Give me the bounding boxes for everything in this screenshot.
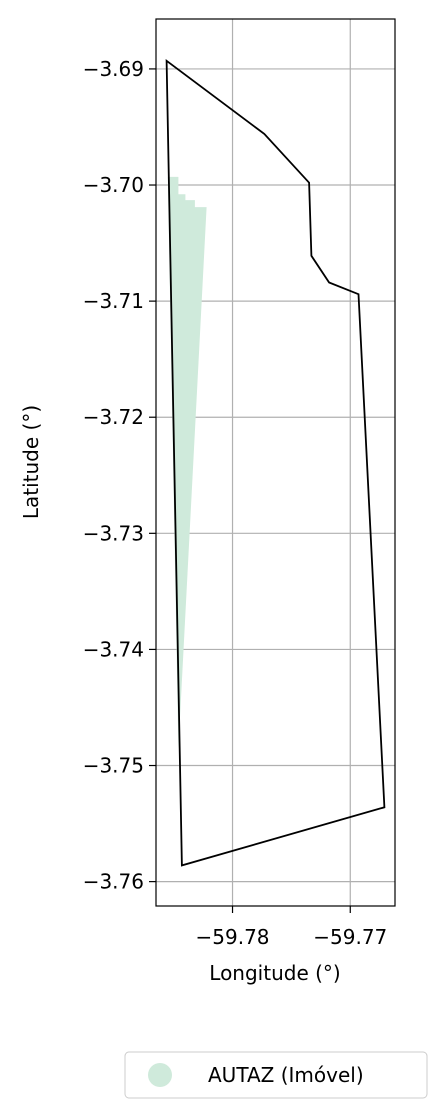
y-tick-label: −3.76 [83,870,144,894]
ticks-layer: −59.78 −59.77 −3.69 −3.70 −3.71 −3.72 −3.73 −3.… [83,57,388,949]
plot-area [155,18,396,907]
boundary-outline-polygon [165,58,386,867]
y-tick-label: −3.70 [83,173,144,197]
x-axis-title: Longitude (°) [209,961,340,985]
y-tick-label: −3.69 [83,57,144,81]
legend: AUTAZ (Imóvel) [124,1051,428,1099]
legend-marker [148,1063,172,1087]
y-tick-label: −3.73 [83,521,144,545]
x-tick-label: −59.78 [196,925,270,949]
legend-frame [124,1051,428,1099]
legend-label: AUTAZ (Imóvel) [208,1063,364,1087]
y-axis-title: Latitude (°) [19,405,43,519]
y-tick-label: −3.75 [83,754,144,778]
x-tick-label: −59.77 [313,925,387,949]
data-layer [165,58,386,867]
axes-frame [155,18,396,907]
y-tick-label: −3.74 [83,637,144,661]
y-tick-label: −3.72 [83,405,144,429]
grid-layer [156,19,395,906]
y-tick-label: −3.71 [83,289,144,313]
